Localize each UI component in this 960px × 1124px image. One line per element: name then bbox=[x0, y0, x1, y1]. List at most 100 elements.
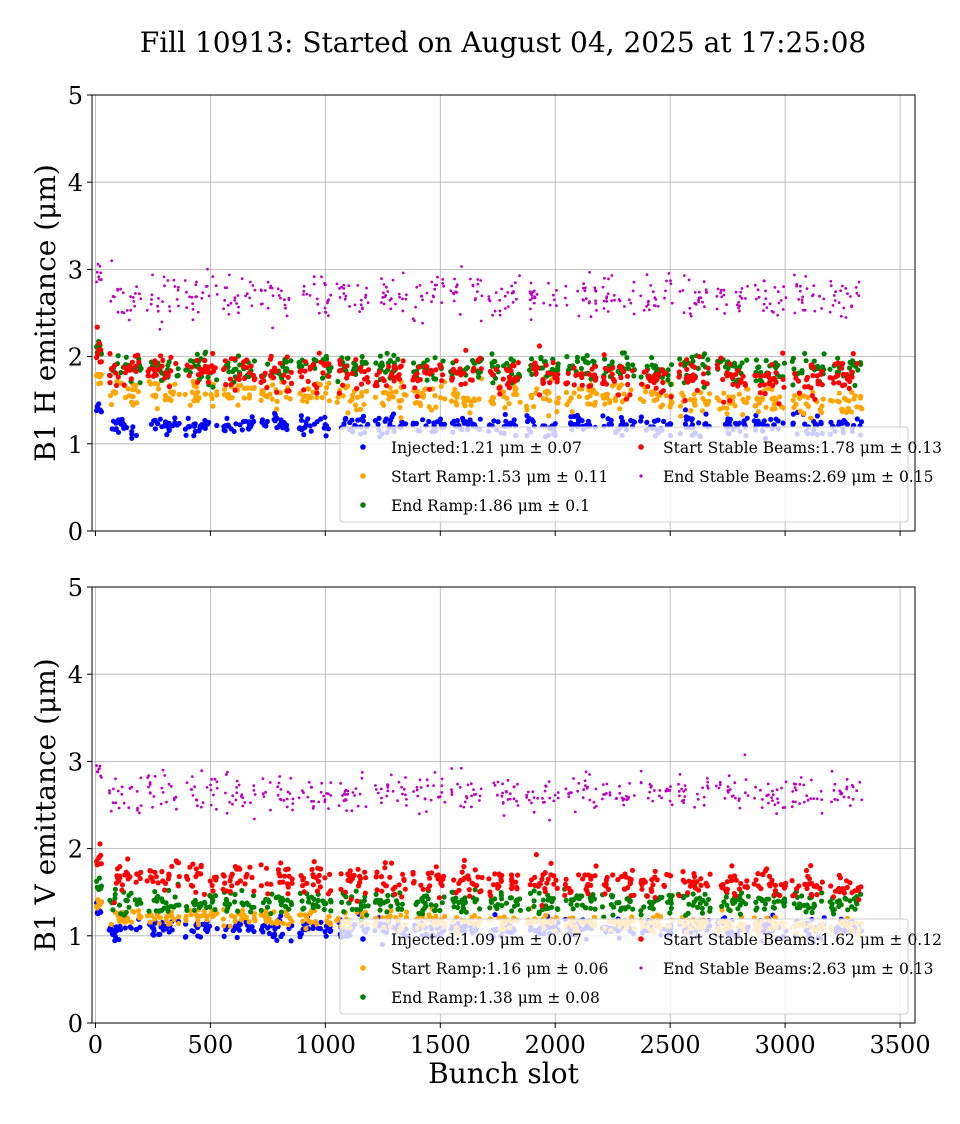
data-point bbox=[195, 798, 199, 802]
data-point bbox=[184, 904, 190, 910]
data-point bbox=[844, 421, 851, 427]
data-point bbox=[364, 296, 367, 299]
data-point bbox=[737, 301, 740, 304]
data-point bbox=[322, 794, 326, 798]
data-point bbox=[345, 372, 351, 378]
data-point bbox=[822, 297, 826, 301]
data-point bbox=[161, 791, 165, 794]
data-point bbox=[326, 373, 332, 379]
data-point bbox=[426, 418, 432, 425]
data-point bbox=[623, 396, 630, 402]
data-point bbox=[224, 415, 230, 421]
data-point bbox=[594, 299, 597, 303]
data-point bbox=[148, 381, 154, 387]
data-point bbox=[601, 285, 605, 289]
data-point bbox=[810, 905, 816, 911]
data-point bbox=[602, 891, 608, 897]
data-point bbox=[780, 420, 786, 426]
data-point bbox=[133, 927, 139, 933]
data-point bbox=[639, 381, 645, 387]
data-point bbox=[477, 416, 483, 422]
data-point bbox=[382, 283, 386, 286]
data-point bbox=[353, 888, 359, 894]
data-point bbox=[133, 304, 137, 308]
data-point bbox=[608, 791, 612, 794]
data-point bbox=[289, 776, 293, 780]
data-point bbox=[453, 890, 459, 896]
data-point bbox=[855, 885, 862, 891]
data-point bbox=[229, 395, 235, 401]
data-point bbox=[851, 797, 855, 801]
data-point bbox=[348, 305, 351, 308]
data-point bbox=[804, 275, 808, 278]
data-point bbox=[819, 890, 825, 896]
data-point bbox=[253, 288, 257, 292]
data-point bbox=[602, 356, 608, 362]
data-point bbox=[379, 787, 383, 791]
data-point bbox=[269, 368, 275, 374]
data-point bbox=[845, 777, 849, 781]
data-point bbox=[395, 901, 401, 907]
data-point bbox=[263, 423, 269, 429]
data-point bbox=[453, 358, 459, 364]
data-point bbox=[460, 415, 466, 421]
data-point bbox=[214, 422, 220, 429]
data-point bbox=[344, 355, 350, 361]
data-point bbox=[818, 294, 821, 298]
data-point bbox=[172, 894, 178, 900]
data-point bbox=[603, 381, 610, 387]
data-point bbox=[606, 292, 610, 296]
data-point bbox=[536, 796, 539, 800]
data-point bbox=[531, 790, 535, 794]
data-point bbox=[729, 863, 735, 869]
data-point bbox=[397, 780, 401, 784]
data-point bbox=[148, 783, 152, 786]
data-point bbox=[343, 789, 347, 793]
data-point bbox=[706, 780, 710, 784]
data-point bbox=[848, 409, 855, 415]
data-point bbox=[563, 381, 570, 387]
data-point bbox=[794, 886, 800, 892]
data-point bbox=[849, 389, 855, 395]
data-point bbox=[248, 296, 252, 300]
data-point bbox=[426, 386, 433, 392]
data-point bbox=[763, 404, 769, 410]
data-point bbox=[307, 423, 313, 429]
data-point bbox=[610, 872, 616, 878]
data-point bbox=[574, 902, 580, 908]
data-point bbox=[466, 887, 472, 893]
data-point bbox=[113, 880, 119, 886]
data-point bbox=[536, 911, 542, 917]
data-point bbox=[340, 285, 343, 289]
data-point bbox=[133, 382, 139, 388]
data-point bbox=[499, 872, 505, 879]
data-point bbox=[501, 363, 507, 369]
data-point bbox=[107, 380, 113, 386]
data-point bbox=[221, 386, 228, 392]
data-point bbox=[164, 432, 170, 438]
data-point bbox=[784, 780, 788, 784]
data-point bbox=[472, 397, 478, 404]
data-point bbox=[380, 301, 383, 304]
data-point bbox=[632, 280, 636, 284]
chart-title: Fill 10913: Started on August 04, 2025 a… bbox=[140, 26, 866, 59]
data-point bbox=[845, 785, 849, 789]
data-point bbox=[528, 392, 534, 398]
data-point bbox=[437, 907, 443, 914]
data-point bbox=[359, 354, 365, 360]
data-point bbox=[601, 352, 607, 358]
data-point bbox=[411, 374, 417, 380]
data-point bbox=[773, 416, 779, 422]
data-point bbox=[344, 793, 347, 796]
data-point bbox=[450, 366, 456, 372]
data-point bbox=[471, 283, 475, 287]
data-point bbox=[802, 421, 808, 427]
data-point bbox=[604, 391, 611, 397]
legend-marker bbox=[638, 936, 644, 942]
data-point bbox=[458, 313, 462, 316]
data-point bbox=[513, 879, 519, 885]
data-point bbox=[791, 800, 795, 804]
data-point bbox=[583, 289, 587, 293]
data-point bbox=[264, 385, 270, 391]
data-point bbox=[418, 882, 424, 888]
